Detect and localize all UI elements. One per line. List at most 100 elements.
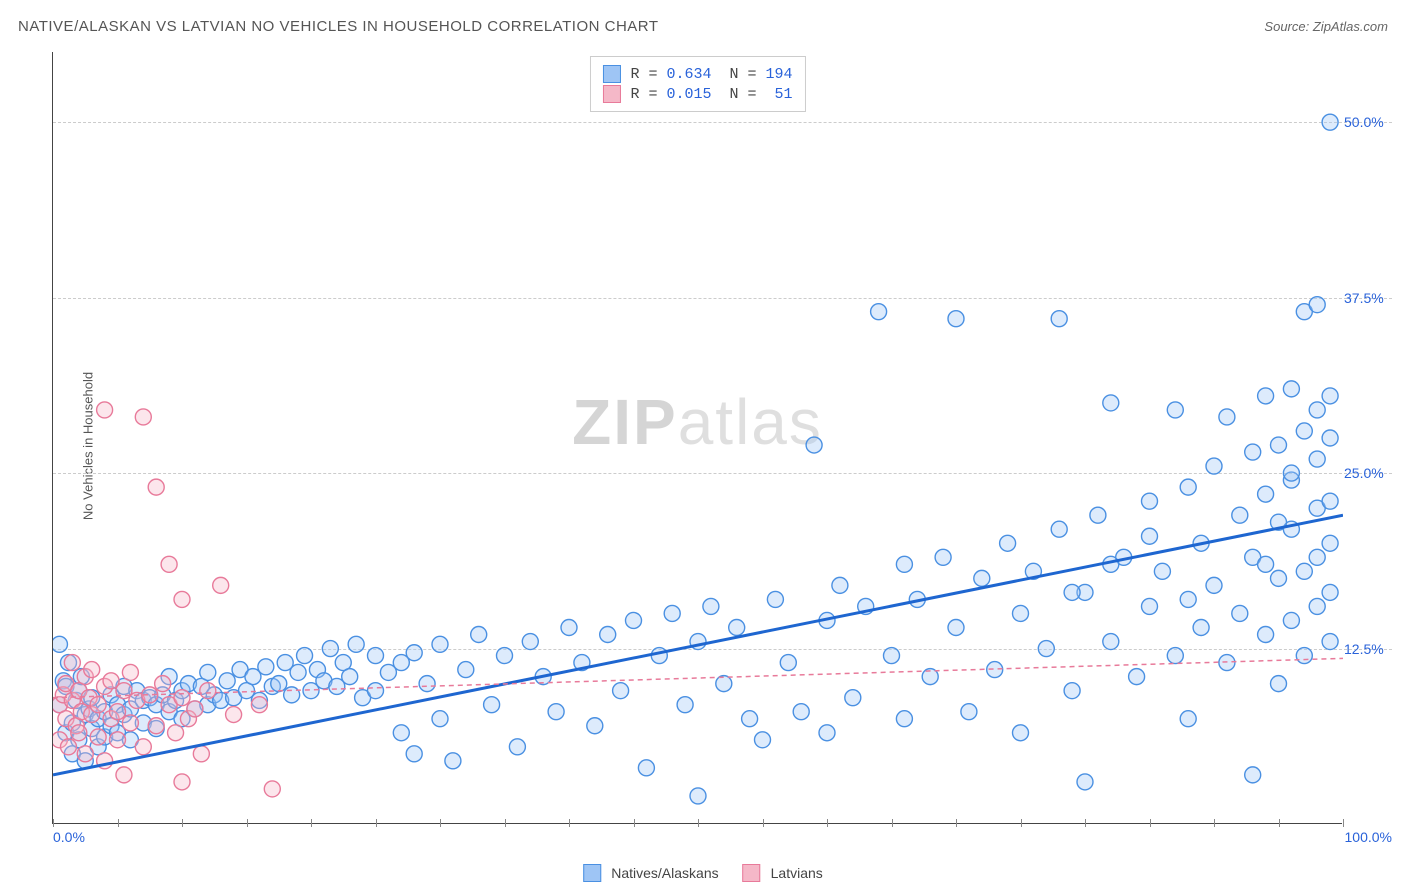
data-point (1180, 479, 1196, 495)
data-point (484, 697, 500, 713)
data-point (1322, 634, 1338, 650)
data-point (806, 437, 822, 453)
data-point (1013, 605, 1029, 621)
legend-item: Latvians (743, 864, 823, 882)
data-point (1051, 521, 1067, 537)
chart-plot-area: R = 0.634 N = 194R = 0.015 N = 51 ZIPatl… (52, 52, 1342, 824)
data-point (174, 774, 190, 790)
stats-legend-box: R = 0.634 N = 194 R = 0.015 N = 51 (589, 56, 805, 112)
data-point (200, 683, 216, 699)
data-point (871, 304, 887, 320)
data-point (832, 577, 848, 593)
data-point (1245, 444, 1261, 460)
data-point (638, 760, 654, 776)
data-point (1271, 570, 1287, 586)
legend-swatch (583, 864, 601, 882)
data-point (1309, 451, 1325, 467)
data-point (1309, 549, 1325, 565)
data-point (509, 739, 525, 755)
data-point (1103, 395, 1119, 411)
data-point (1038, 641, 1054, 657)
data-point (135, 739, 151, 755)
data-point (1103, 634, 1119, 650)
data-point (1090, 507, 1106, 523)
data-point (1258, 388, 1274, 404)
trend-line (53, 515, 1343, 775)
data-point (819, 725, 835, 741)
data-point (53, 636, 67, 652)
legend-swatch (602, 85, 620, 103)
data-point (1245, 767, 1261, 783)
data-point (71, 725, 87, 741)
data-point (742, 711, 758, 727)
data-point (264, 781, 280, 797)
data-point (148, 479, 164, 495)
data-point (613, 683, 629, 699)
scatter-plot-svg (53, 52, 1343, 824)
data-point (755, 732, 771, 748)
data-point (322, 641, 338, 657)
stats-row: R = 0.634 N = 194 (602, 65, 792, 83)
data-point (1206, 458, 1222, 474)
data-point (174, 591, 190, 607)
y-tick-label: 50.0% (1344, 114, 1394, 130)
data-point (1219, 409, 1235, 425)
data-point (677, 697, 693, 713)
data-point (1000, 535, 1016, 551)
data-point (406, 746, 422, 762)
data-point (110, 732, 126, 748)
data-point (1309, 402, 1325, 418)
data-point (1167, 402, 1183, 418)
data-point (1322, 493, 1338, 509)
data-point (780, 655, 796, 671)
data-point (1129, 669, 1145, 685)
chart-title: NATIVE/ALASKAN VS LATVIAN NO VEHICLES IN… (18, 18, 659, 35)
x-tick-mark (1343, 819, 1344, 827)
data-point (110, 704, 126, 720)
data-point (97, 402, 113, 418)
data-point (1296, 423, 1312, 439)
data-point (116, 767, 132, 783)
y-tick-label: 37.5% (1344, 290, 1394, 306)
data-point (703, 598, 719, 614)
data-point (1064, 584, 1080, 600)
data-point (297, 648, 313, 664)
data-point (1051, 311, 1067, 327)
data-point (845, 690, 861, 706)
data-point (1283, 612, 1299, 628)
data-point (122, 715, 138, 731)
data-point (135, 409, 151, 425)
data-point (64, 655, 80, 671)
data-point (155, 676, 171, 692)
data-point (122, 664, 138, 680)
data-point (1309, 297, 1325, 313)
data-point (600, 627, 616, 643)
legend-swatch (602, 65, 620, 83)
data-point (948, 619, 964, 635)
data-point (896, 556, 912, 572)
data-point (1232, 605, 1248, 621)
data-point (896, 711, 912, 727)
data-point (1206, 577, 1222, 593)
legend-item: Natives/Alaskans (583, 864, 718, 882)
data-point (626, 612, 642, 628)
data-point (948, 311, 964, 327)
x-axis-min-label: 0.0% (53, 829, 85, 845)
data-point (1142, 528, 1158, 544)
data-point (767, 591, 783, 607)
legend-swatch (743, 864, 761, 882)
data-point (1193, 619, 1209, 635)
source-attribution: Source: ZipAtlas.com (1264, 19, 1388, 34)
data-point (193, 746, 209, 762)
data-point (1322, 535, 1338, 551)
data-point (587, 718, 603, 734)
data-point (1258, 627, 1274, 643)
data-point (522, 634, 538, 650)
stats-text: R = 0.015 N = 51 (630, 86, 792, 103)
data-point (174, 690, 190, 706)
data-point (432, 711, 448, 727)
data-point (226, 707, 242, 723)
legend-label: Natives/Alaskans (611, 865, 718, 881)
data-point (1309, 598, 1325, 614)
data-point (1180, 591, 1196, 607)
